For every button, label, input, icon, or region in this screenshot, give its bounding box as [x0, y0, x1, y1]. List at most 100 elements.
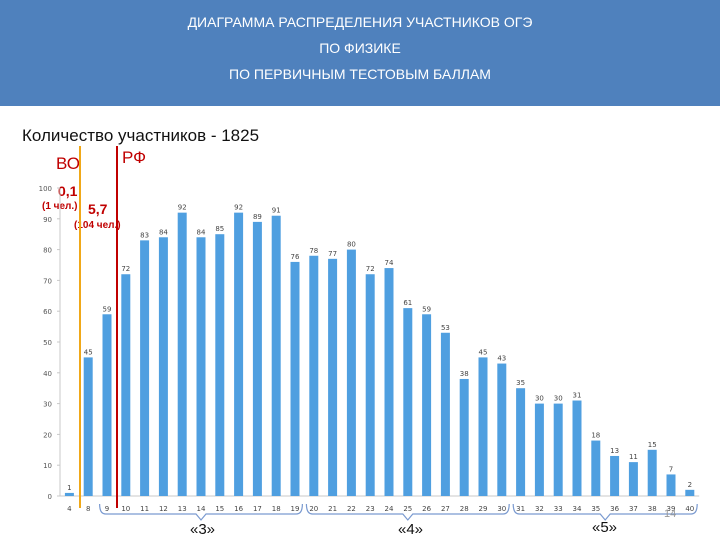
value-label: 61: [403, 299, 412, 307]
y-tick-label: 70: [43, 277, 52, 285]
x-tick-label: 17: [253, 505, 262, 513]
page-number: 14: [664, 508, 677, 520]
bar: [591, 440, 601, 496]
x-tick-label: 23: [366, 505, 375, 513]
x-tick-label: 32: [535, 505, 544, 513]
chart-title-line-2: ПО ФИЗИКЕ: [319, 40, 401, 56]
x-tick-label: 19: [291, 505, 300, 513]
chart-title-line-3: ПО ПЕРВИЧНЫМ ТЕСТОВЫМ БАЛЛАМ: [229, 66, 491, 82]
y-tick-label: 40: [43, 370, 52, 378]
grade-bracket: [305, 503, 510, 521]
value-label: 45: [479, 348, 488, 356]
x-tick-label: 28: [460, 505, 469, 513]
bar: [346, 249, 356, 496]
bar: [290, 261, 300, 496]
x-tick-label: 15: [215, 505, 224, 513]
value-label: 76: [291, 253, 300, 261]
x-tick-label: 13: [178, 505, 187, 513]
y-tick-label: 10: [43, 462, 52, 470]
bar: [365, 274, 375, 496]
bar: [234, 212, 244, 496]
value-label: 15: [648, 441, 657, 449]
value-label: 53: [441, 324, 450, 332]
x-tick-label: 37: [629, 505, 638, 513]
bar: [83, 357, 93, 496]
chart-title-line-1: ДИАГРАММА РАСПРЕДЕЛЕНИЯ УЧАСТНИКОВ ОГЭ: [187, 14, 533, 30]
x-tick-label: 29: [479, 505, 488, 513]
value-label: 35: [516, 379, 525, 387]
value-label: 18: [591, 432, 600, 440]
bar: [384, 268, 394, 496]
bar: [140, 240, 150, 496]
x-tick-label: 18: [272, 505, 281, 513]
grade-brackets: [99, 503, 698, 521]
grade-bracket: [512, 503, 698, 521]
value-label: 59: [103, 305, 112, 313]
rf-label: РФ: [122, 148, 147, 167]
bar: [328, 258, 338, 496]
bars: [64, 212, 695, 496]
value-label: 72: [366, 265, 375, 273]
value-label: 72: [121, 265, 130, 273]
value-label: 84: [197, 228, 206, 236]
x-tick-label: 33: [554, 505, 563, 513]
x-tick-label: 25: [403, 505, 412, 513]
value-label: 45: [84, 348, 93, 356]
y-tick-label: 30: [43, 401, 52, 409]
value-label: 84: [159, 228, 168, 236]
x-tick-label: 16: [234, 505, 243, 513]
bar: [215, 234, 225, 496]
bar: [534, 403, 544, 496]
x-tick-label: 24: [385, 505, 394, 513]
bar: [177, 212, 187, 496]
x-tick-label: 39: [667, 505, 676, 513]
value-label: 13: [610, 447, 619, 455]
vo-percent-annotation: 0,1: [58, 183, 78, 199]
bar: [121, 274, 131, 496]
x-tick-label: 22: [347, 505, 356, 513]
bar: [271, 215, 281, 496]
bar: [64, 492, 74, 496]
value-label: 2: [688, 481, 692, 489]
y-tick-label: 0: [48, 493, 52, 501]
y-tick-label: 90: [43, 216, 52, 224]
value-label: 89: [253, 213, 262, 221]
value-label: 77: [328, 250, 337, 258]
bar: [685, 489, 695, 496]
value-label: 74: [385, 259, 394, 267]
value-label: 38: [460, 370, 469, 378]
bar: [459, 378, 469, 496]
y-tick-label: 100: [39, 185, 52, 193]
bar: [666, 474, 676, 496]
value-label: 43: [497, 355, 506, 363]
x-tick-label: 14: [197, 505, 206, 513]
bar: [102, 314, 112, 496]
y-tick-label: 80: [43, 247, 52, 255]
value-label: 92: [234, 204, 243, 212]
rf-percent-annotation: 5,7: [88, 201, 108, 217]
grade-5-label: «5»: [592, 519, 618, 536]
value-label: 30: [554, 395, 563, 403]
bar: [440, 332, 450, 496]
value-label: 59: [422, 305, 431, 313]
x-tick-labels: 4 8 9 10 11 12 13 14 15 16 17 18 19 20 21 22 23 24 25 26 27 2…: [67, 505, 694, 513]
x-tick-label: 27: [441, 505, 450, 513]
value-label: 85: [215, 225, 224, 233]
y-tick-label: 60: [43, 308, 52, 316]
value-label: 80: [347, 241, 356, 249]
value-label: 7: [669, 465, 673, 473]
bar: [478, 357, 488, 496]
bar: [252, 221, 262, 496]
y-tick-label: 50: [43, 339, 52, 347]
x-tick-label: 20: [309, 505, 318, 513]
x-tick-label: 26: [422, 505, 431, 513]
grade-4-label: «4»: [398, 521, 424, 538]
vo-label: ВО: [56, 154, 80, 173]
value-label: 30: [535, 395, 544, 403]
bar: [403, 308, 413, 496]
value-label: 78: [309, 247, 318, 255]
bar: [497, 363, 507, 496]
x-tick-label: 12: [159, 505, 168, 513]
